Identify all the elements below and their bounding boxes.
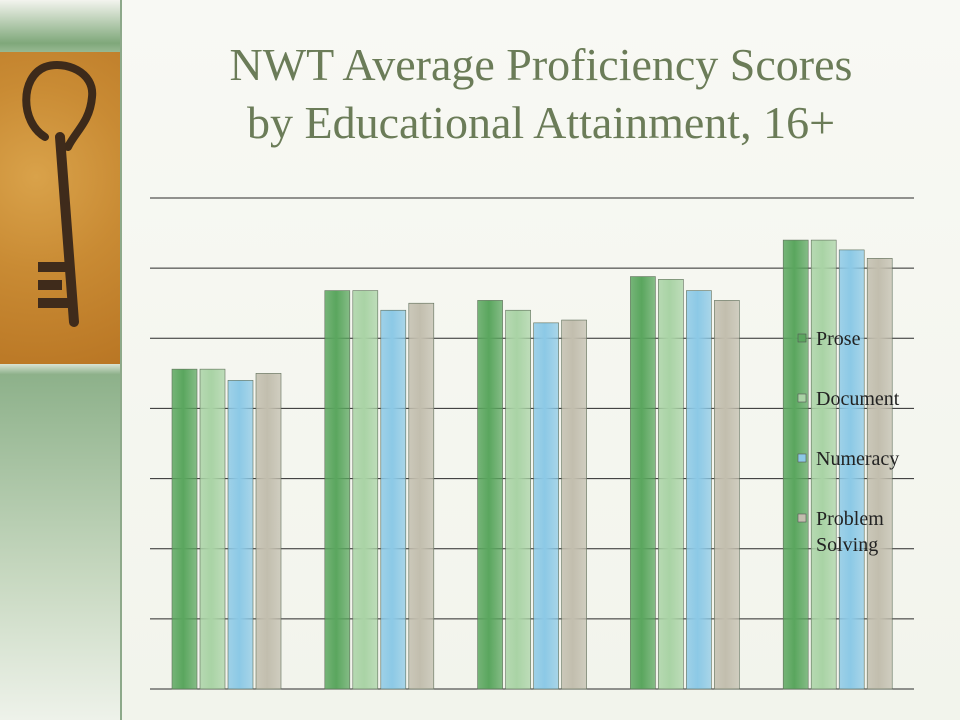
bar-prose-3 [477, 300, 503, 690]
title-line-2: by Educational Attainment, 16+ [246, 97, 836, 148]
bar-document-3 [505, 309, 531, 690]
bar-chart: Prose Document Numeracy Problem Solving [150, 197, 914, 690]
legend-swatch-problem-solving [797, 513, 807, 523]
key-icon [22, 61, 97, 327]
bar-problem-solving-3 [561, 319, 587, 690]
title-line-1: NWT Average Proficiency Scores [229, 39, 853, 90]
legend: Prose Document Numeracy Problem Solving [797, 328, 900, 556]
bar-document-5 [810, 239, 837, 690]
bar-prose-5 [782, 239, 809, 690]
bar-problem-solving-5 [866, 258, 893, 690]
bar-problem-solving-4 [714, 300, 740, 690]
bar-numeracy-5 [838, 249, 865, 690]
bar-problem-solving-2 [408, 302, 435, 690]
legend-label-prose: Prose [816, 328, 861, 350]
legend-label-problem-solving: Problem Solving [816, 508, 884, 556]
bar-numeracy-2 [380, 309, 407, 690]
bar-prose-2 [324, 290, 351, 690]
legend-swatch-prose [797, 333, 807, 343]
bar-prose-4 [630, 276, 656, 690]
bar-prose-1 [171, 368, 198, 690]
legend-label-numeracy: Numeracy [816, 448, 899, 470]
bar-document-4 [658, 279, 684, 690]
bar-numeracy-4 [686, 290, 712, 690]
bar-numeracy-1 [227, 380, 254, 690]
bar-numeracy-3 [533, 322, 559, 690]
bar-document-1 [199, 368, 226, 690]
bar-problem-solving-1 [255, 373, 282, 690]
legend-swatch-numeracy [797, 453, 807, 463]
legend-label-document: Document [816, 388, 900, 410]
legend-swatch-document [797, 393, 807, 403]
chart-title: NWT Average Proficiency Scores by Educat… [122, 36, 960, 152]
bars [171, 239, 893, 690]
bar-document-2 [352, 290, 379, 690]
slide-divider [120, 0, 122, 720]
antique-key-image [0, 52, 120, 364]
